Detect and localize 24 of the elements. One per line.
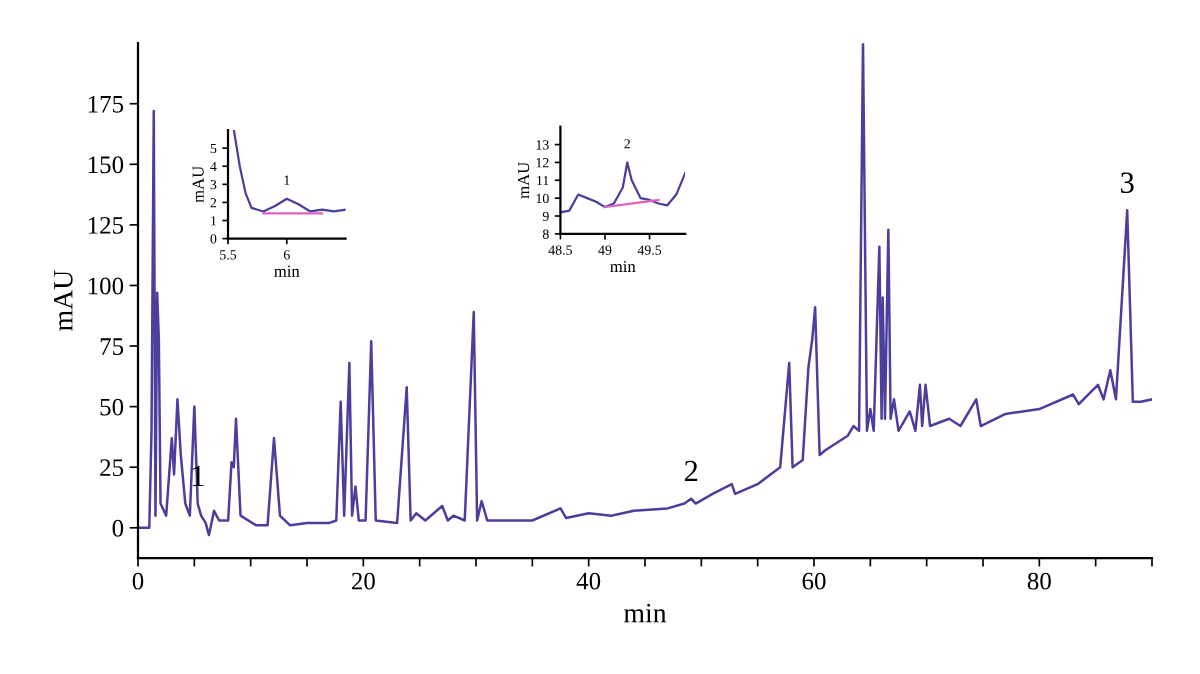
x-axis-title: min (623, 603, 667, 623)
x-tick-label: 80 (1027, 572, 1051, 590)
line-series (138, 43, 1152, 537)
line-series (232, 130, 346, 213)
x-tick-label: 0 (132, 572, 144, 590)
y-axis-title: mAU (192, 166, 204, 203)
line-series (560, 161, 686, 214)
y-tick-label: 25 (100, 459, 124, 477)
y-tick-label: 175 (88, 95, 124, 113)
x-axis-title: min (274, 265, 300, 277)
y-tick-label: 75 (100, 338, 124, 355)
y-axis-title: mAU (54, 270, 73, 331)
x-axis-title: min (610, 260, 636, 272)
annotation: 2 (684, 460, 698, 482)
x-tick-label: 60 (802, 572, 826, 590)
y-tick-label: 150 (88, 156, 124, 174)
y-tick-label: 125 (88, 217, 124, 234)
y-tick-label: 0 (112, 519, 124, 537)
annotation: 3 (1121, 172, 1134, 194)
x-tick-label: 40 (576, 572, 601, 590)
y-tick-label: 50 (100, 398, 124, 416)
y-tick-label: 100 (88, 277, 124, 295)
x-tick-label: 20 (351, 572, 375, 590)
y-axis-title: mAU (518, 162, 530, 199)
